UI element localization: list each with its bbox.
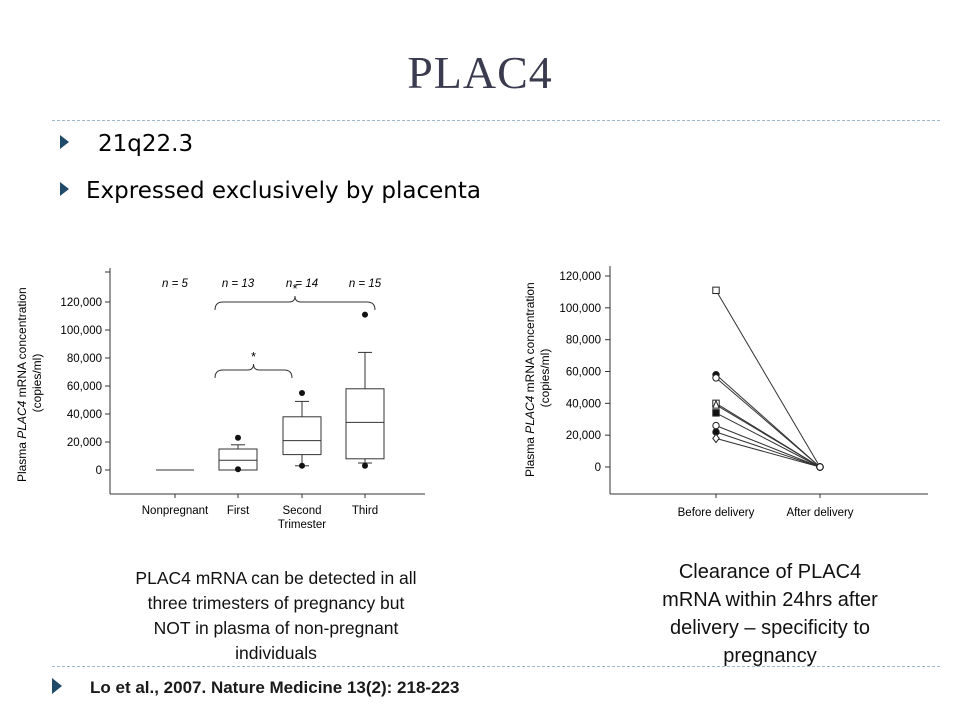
n-label: n = 5 (162, 278, 189, 290)
significance-star: * (251, 349, 256, 364)
left-caption: PLAC4 mRNA can be detected in all three … (86, 566, 466, 666)
y-axis-label: Plasma PLAC4 mRNA concentration (copies/… (523, 279, 552, 477)
box-iqr (282, 416, 322, 456)
y-tick-label: 0 (595, 462, 601, 474)
title-divider (52, 120, 940, 121)
left-caption-line: individuals (235, 643, 317, 663)
data-point (712, 374, 720, 382)
outlier-point (235, 466, 241, 473)
left-caption-line: three trimesters of pregnancy but (147, 593, 405, 613)
reference-arrow-icon (52, 678, 62, 694)
outlier-point (362, 311, 368, 318)
x-tick-label: Before delivery (678, 507, 755, 519)
data-point (712, 433, 720, 444)
y-tick-label: 100,000 (60, 325, 102, 337)
box-plot-chart: Plasma PLAC4 mRNA concentration (copies/… (15, 268, 425, 531)
x-tick-label: Nonpregnant (142, 505, 209, 517)
outlier-point (299, 462, 305, 469)
outlier-point (235, 434, 241, 441)
footer-divider (52, 666, 940, 667)
x-tick-label: After delivery (786, 507, 853, 519)
x-tick-label: First (227, 505, 250, 517)
right-caption-line: delivery – specificity to (669, 617, 871, 639)
reference-citation: Lo et al., 2007. Nature Medicine 13(2): … (90, 678, 460, 697)
x-tick-label: Third (352, 505, 378, 517)
data-point (816, 463, 824, 471)
bullet-expression: Expressed exclusively by placenta (86, 178, 481, 204)
left-caption-line: NOT in plasma of non-pregnant (153, 618, 399, 638)
series-line (715, 377, 821, 468)
y-tick-label: 0 (96, 465, 102, 477)
series-line (715, 412, 821, 468)
y-tick-label: 120,000 (60, 297, 102, 309)
data-point (712, 399, 720, 409)
outlier-point (362, 462, 368, 469)
y-tick-label: 120,000 (559, 271, 601, 283)
y-tick-label: 100,000 (559, 303, 601, 315)
y-tick-label: 20,000 (67, 437, 102, 449)
n-label: n = 15 (349, 278, 382, 290)
series-line (715, 404, 821, 468)
x-tick-label: Trimester (278, 519, 326, 531)
right-caption-line: pregnancy (723, 645, 817, 667)
y-axis-label: Plasma PLAC4 mRNA concentration (copies/… (15, 284, 44, 482)
significance-bracket (214, 363, 293, 379)
paired-line-chart: Plasma PLAC4 mRNA concentration (copies/… (523, 266, 928, 519)
x-tick-label: Second (282, 505, 321, 517)
data-point (712, 421, 720, 430)
series-line (715, 437, 821, 468)
y-tick-label: 20,000 (566, 430, 601, 442)
y-tick-label: 80,000 (67, 353, 102, 365)
outlier-point (299, 390, 305, 396)
n-label: n = 13 (222, 278, 255, 290)
y-tick-label: 60,000 (67, 381, 102, 393)
y-tick-label: 40,000 (566, 398, 601, 410)
bullet-location: 21q22.3 (98, 131, 194, 157)
left-caption-line: PLAC4 mRNA can be detected in all (135, 568, 417, 588)
series-line (715, 290, 821, 468)
right-caption: Clearance of PLAC4 mRNA within 24hrs aft… (610, 558, 930, 670)
bullet-arrow-icon (60, 182, 69, 196)
series-line (715, 425, 821, 468)
n-label: n = 14 (286, 278, 318, 290)
right-caption-line: Clearance of PLAC4 (678, 561, 862, 583)
y-tick-label: 60,000 (566, 367, 601, 379)
right-caption-line: mRNA within 24hrs after (662, 589, 878, 611)
data-point (712, 409, 720, 417)
y-tick-label: 40,000 (67, 409, 102, 421)
significance-star: * (292, 281, 297, 296)
bullet-arrow-icon (60, 135, 69, 149)
series-line (715, 431, 821, 468)
y-tick-label: 80,000 (566, 335, 601, 347)
significance-bracket (214, 295, 376, 311)
box-iqr (345, 388, 385, 460)
slide-title: PLAC4 (407, 47, 553, 98)
data-point (712, 286, 720, 295)
